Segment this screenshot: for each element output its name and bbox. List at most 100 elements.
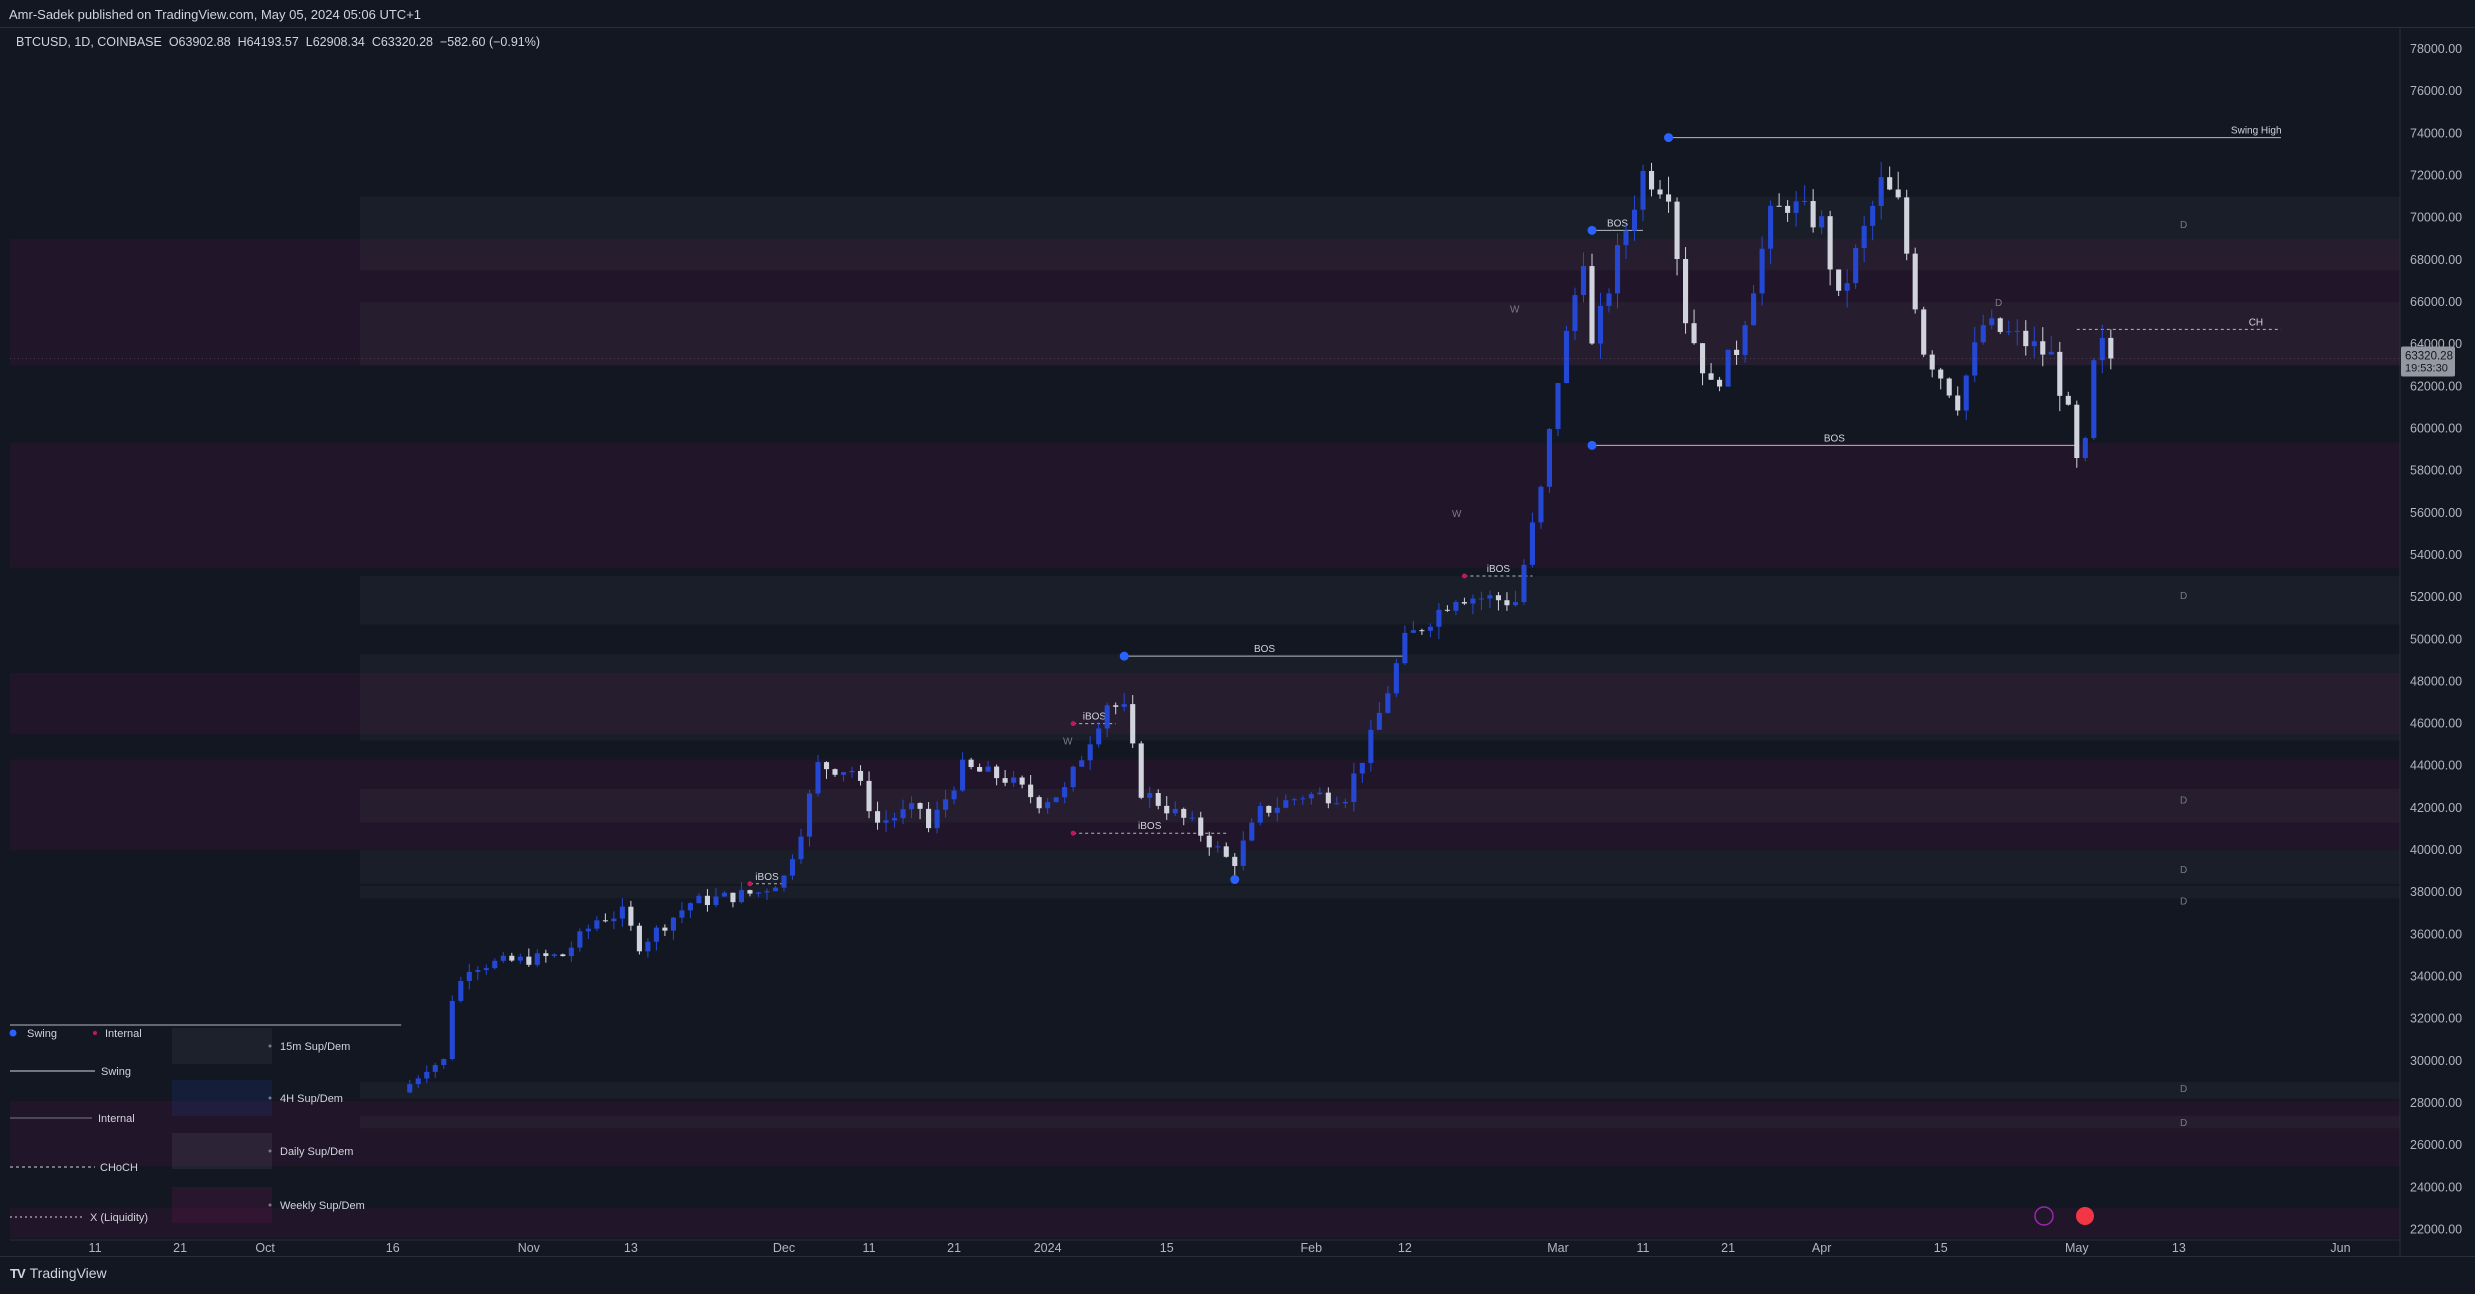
- candle-body[interactable]: [2040, 341, 2046, 355]
- candle-body[interactable]: [1717, 379, 1723, 387]
- candle-body[interactable]: [1147, 793, 1153, 798]
- candle-body[interactable]: [2099, 337, 2105, 361]
- candle-body[interactable]: [670, 917, 676, 931]
- candle-body[interactable]: [730, 892, 736, 903]
- candle-body[interactable]: [1155, 793, 1161, 806]
- candle-body[interactable]: [1266, 805, 1272, 813]
- candle-body[interactable]: [789, 859, 796, 876]
- candle-body[interactable]: [772, 887, 779, 892]
- candle-body[interactable]: [1036, 797, 1042, 809]
- candle-body[interactable]: [2108, 337, 2114, 359]
- candle-body[interactable]: [1751, 293, 1757, 326]
- candle-body[interactable]: [1351, 773, 1357, 802]
- candle-body[interactable]: [1802, 201, 1808, 203]
- candle-body[interactable]: [1572, 295, 1578, 331]
- candle-body[interactable]: [1011, 777, 1017, 783]
- candle-body[interactable]: [1887, 177, 1893, 190]
- candle-body[interactable]: [1776, 205, 1782, 207]
- candle-body[interactable]: [1742, 325, 1748, 356]
- candle-body[interactable]: [1274, 807, 1280, 813]
- candle-body[interactable]: [1240, 840, 1246, 866]
- candle-body[interactable]: [1495, 595, 1501, 601]
- candle-body[interactable]: [1113, 705, 1119, 707]
- candle-body[interactable]: [1623, 230, 1629, 246]
- candle-body[interactable]: [1096, 728, 1102, 745]
- candle-body[interactable]: [509, 955, 515, 961]
- candle-body[interactable]: [900, 809, 906, 819]
- candle-body[interactable]: [1674, 201, 1680, 260]
- candle-body[interactable]: [1580, 266, 1587, 296]
- candle-body[interactable]: [1972, 342, 1978, 376]
- candle-body[interactable]: [551, 954, 557, 956]
- candle-body[interactable]: [1844, 283, 1850, 291]
- candle-body[interactable]: [483, 968, 489, 970]
- candle-body[interactable]: [1291, 799, 1297, 801]
- candle-body[interactable]: [857, 770, 864, 781]
- candle-body[interactable]: [449, 1000, 455, 1060]
- candle-body[interactable]: [619, 906, 625, 919]
- candle-body[interactable]: [1597, 305, 1604, 344]
- candle-body[interactable]: [560, 954, 566, 957]
- candle-body[interactable]: [1249, 822, 1255, 841]
- candle-body[interactable]: [466, 971, 472, 982]
- candle-body[interactable]: [1070, 766, 1076, 788]
- candle-body[interactable]: [2057, 351, 2063, 396]
- candle-body[interactable]: [424, 1071, 430, 1079]
- candle-body[interactable]: [968, 759, 974, 768]
- candle-body[interactable]: [2031, 341, 2037, 347]
- candle-body[interactable]: [662, 927, 668, 931]
- candle-body[interactable]: [1546, 428, 1553, 487]
- candle-body[interactable]: [951, 790, 957, 800]
- tradingview-brand[interactable]: TV TradingView: [10, 1265, 107, 1281]
- candle-body[interactable]: [1929, 354, 1935, 370]
- candle-body[interactable]: [1359, 762, 1365, 774]
- candle-body[interactable]: [645, 941, 651, 952]
- candle-body[interactable]: [568, 947, 574, 957]
- candle-body[interactable]: [823, 762, 830, 770]
- candle-body[interactable]: [2074, 404, 2080, 458]
- candle-body[interactable]: [1640, 170, 1646, 210]
- candle-body[interactable]: [1538, 486, 1544, 523]
- candle-body[interactable]: [1734, 349, 1740, 356]
- candle-body[interactable]: [1461, 602, 1467, 604]
- candle-body[interactable]: [1606, 293, 1612, 306]
- candle-body[interactable]: [1487, 595, 1493, 599]
- candle-body[interactable]: [1334, 803, 1340, 805]
- candle-body[interactable]: [475, 969, 481, 972]
- candle-body[interactable]: [1062, 787, 1068, 798]
- candle-body[interactable]: [1138, 743, 1144, 798]
- candle-body[interactable]: [1368, 729, 1374, 763]
- candle-body[interactable]: [1045, 802, 1051, 809]
- candle-body[interactable]: [543, 953, 549, 956]
- candle-body[interactable]: [407, 1084, 413, 1093]
- candle-body[interactable]: [1589, 266, 1595, 344]
- candle-body[interactable]: [1665, 194, 1672, 202]
- candle-body[interactable]: [1232, 856, 1238, 866]
- candle-body[interactable]: [432, 1065, 438, 1072]
- candle-body[interactable]: [721, 892, 727, 897]
- candle-body[interactable]: [1478, 598, 1484, 600]
- candle-body[interactable]: [1130, 704, 1136, 744]
- candle-body[interactable]: [1555, 383, 1561, 429]
- candle-body[interactable]: [1104, 705, 1110, 729]
- candle-body[interactable]: [943, 799, 949, 810]
- candle-body[interactable]: [1853, 248, 1859, 284]
- candle-body[interactable]: [2091, 360, 2097, 439]
- candle-body[interactable]: [1189, 817, 1195, 819]
- candle-body[interactable]: [628, 906, 634, 926]
- candle-body[interactable]: [1410, 630, 1416, 633]
- candle-body[interactable]: [1921, 309, 1927, 355]
- candle-body[interactable]: [1691, 323, 1697, 344]
- candle-body[interactable]: [874, 811, 881, 823]
- candle-body[interactable]: [1895, 189, 1901, 198]
- candle-body[interactable]: [798, 836, 804, 860]
- candle-body[interactable]: [1419, 630, 1425, 632]
- candle-body[interactable]: [960, 759, 966, 791]
- candle-body[interactable]: [781, 875, 787, 888]
- candle-body[interactable]: [1121, 704, 1127, 707]
- candle-body[interactable]: [704, 895, 710, 906]
- candle-body[interactable]: [1836, 269, 1842, 291]
- candle-body[interactable]: [1657, 189, 1663, 195]
- symbol-name[interactable]: BTCUSD, 1D, COINBASE: [16, 35, 162, 49]
- candle-body[interactable]: [1648, 170, 1655, 190]
